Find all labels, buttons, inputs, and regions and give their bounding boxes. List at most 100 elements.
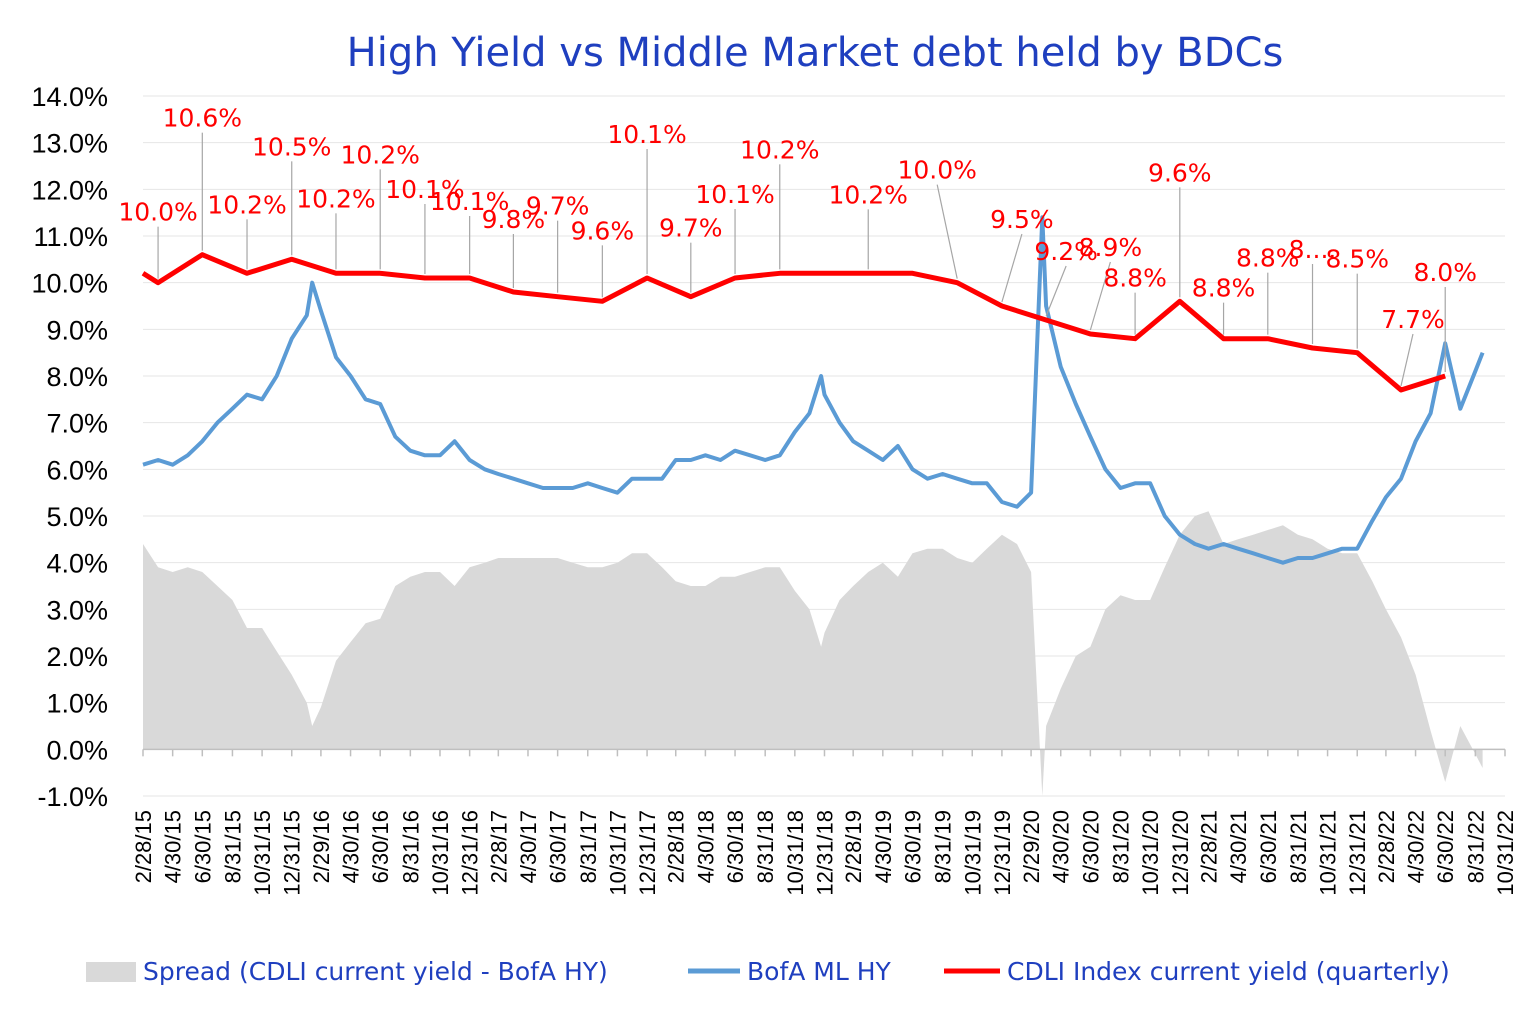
y-tick-label: 6.0% — [46, 455, 108, 485]
data-label: 10.0% — [897, 156, 976, 185]
data-label: 10.2% — [207, 190, 286, 219]
legend: Spread (CDLI current yield - BofA HY) Bo… — [86, 957, 1450, 986]
x-tick-label: 4/30/15 — [161, 810, 186, 883]
x-tick-label: 4/30/18 — [693, 810, 718, 883]
y-tick-label: 3.0% — [46, 595, 108, 625]
data-label: 8.8% — [1192, 274, 1256, 303]
x-tick-label: 4/30/22 — [1404, 810, 1429, 883]
x-tick-label: 10/31/22 — [1493, 810, 1518, 896]
x-tick-label: 12/31/17 — [635, 810, 660, 896]
y-axis-ticks: 14.0% 13.0% 12.0% 11.0% 10.0% 9.0% 8.0% 7.0% 6.0… — [31, 82, 108, 812]
x-tick-label: 6/30/20 — [1078, 810, 1103, 883]
data-labels: 10.0%10.6%10.2%10.5%10.2%10.2%10.1%10.1%… — [118, 104, 1477, 387]
x-tick-label: 4/30/20 — [1049, 810, 1074, 883]
x-tick-label: 2/28/18 — [664, 810, 689, 883]
x-tick-label: 2/28/19 — [841, 810, 866, 883]
data-label: 8.9% — [1079, 233, 1143, 262]
y-tick-label: 7.0% — [46, 409, 108, 439]
x-tick-label: 10/31/17 — [605, 810, 630, 896]
legend-swatch-spread — [86, 962, 136, 982]
x-tick-label: 8/31/15 — [220, 810, 245, 883]
data-label: 10.1% — [430, 187, 509, 216]
x-tick-label: 2/28/15 — [131, 810, 156, 883]
x-tick-label: 8/31/20 — [1109, 810, 1134, 883]
data-label: 10.6% — [163, 104, 242, 133]
x-tick-label: 10/31/16 — [428, 810, 453, 896]
data-label: 9.6% — [571, 216, 635, 245]
legend-label-spread: Spread (CDLI current yield - BofA HY) — [143, 957, 608, 986]
x-tick-label: 10/31/21 — [1316, 810, 1341, 896]
x-tick-label: 6/30/15 — [190, 810, 215, 883]
y-tick-label: 12.0% — [31, 175, 108, 205]
x-tick-label: 10/31/15 — [250, 810, 275, 896]
data-label: 8.0% — [1413, 258, 1477, 287]
spread-area — [143, 511, 1483, 796]
y-tick-label: 9.0% — [46, 315, 108, 345]
data-label-leader — [1045, 265, 1067, 317]
y-tick-label: 11.0% — [33, 222, 108, 252]
y-tick-label: 1.0% — [46, 689, 108, 719]
hy-line-layer — [142, 215, 1485, 565]
x-tick-label: 10/31/18 — [783, 810, 808, 896]
data-label-leader — [1089, 261, 1111, 331]
data-label: 9.7% — [526, 192, 590, 221]
x-tick-label: 8/31/16 — [398, 810, 423, 883]
data-label: 10.2% — [340, 140, 419, 169]
x-tick-label: 12/31/21 — [1345, 810, 1370, 896]
data-label: 10.2% — [296, 184, 375, 213]
y-tick-label: -1.0% — [37, 782, 108, 812]
y-tick-label: 2.0% — [46, 642, 108, 672]
data-label: 8.8% — [1236, 244, 1300, 273]
x-tick-label: 10/31/19 — [960, 810, 985, 896]
data-label: 10.5% — [252, 132, 331, 161]
data-label: 10.1% — [695, 180, 774, 209]
x-tick-label: 8/31/18 — [753, 810, 778, 883]
x-tick-label: 6/30/19 — [900, 810, 925, 883]
data-label: 10.2% — [829, 180, 908, 209]
x-tick-label: 4/30/21 — [1226, 810, 1251, 883]
x-tick-label: 12/31/19 — [990, 810, 1015, 896]
x-tick-label: 8/31/21 — [1286, 810, 1311, 883]
data-label: 10.2% — [740, 135, 819, 164]
data-label: 10.1% — [385, 175, 464, 204]
x-tick-label: 12/31/16 — [458, 810, 483, 896]
x-tick-label: 4/30/16 — [339, 810, 364, 883]
data-label: 9.7% — [659, 214, 723, 243]
x-tick-label: 4/30/17 — [516, 810, 541, 883]
y-tick-label: 14.0% — [31, 82, 108, 112]
data-label: 9.5% — [990, 205, 1054, 234]
x-tick-label: 8/31/22 — [1463, 810, 1488, 883]
y-tick-label: 8.0% — [46, 362, 108, 392]
y-tick-label: 10.0% — [31, 269, 108, 299]
data-label: 10.1% — [607, 120, 686, 149]
legend-label-cdli: CDLI Index current yield (quarterly) — [1007, 957, 1450, 986]
data-label-leader — [1400, 333, 1414, 387]
x-axis — [142, 748, 1506, 757]
x-tick-label: 2/28/17 — [486, 810, 511, 883]
cdli-line-layer — [141, 252, 1446, 393]
legend-label-hy: BofA ML HY — [747, 957, 892, 986]
data-label: 9.8% — [482, 205, 546, 234]
x-tick-label: 6/30/21 — [1256, 810, 1281, 883]
chart-title: High Yield vs Middle Market debt held by… — [347, 30, 1284, 76]
y-tick-label: 5.0% — [46, 502, 108, 532]
x-tick-label: 12/31/20 — [1168, 810, 1193, 896]
x-tick-label: 2/28/22 — [1374, 810, 1399, 883]
cdli-line — [141, 252, 1446, 393]
x-tick-label: 12/31/18 — [812, 810, 837, 896]
x-tick-label: 4/30/19 — [871, 810, 896, 883]
data-label: 8.... — [1289, 235, 1337, 264]
x-tick-label: 12/31/15 — [280, 810, 305, 896]
data-label: 8.5% — [1325, 245, 1389, 274]
data-label: 7.7% — [1381, 305, 1445, 334]
x-tick-label: 2/28/21 — [1196, 810, 1221, 883]
x-tick-label: 6/30/16 — [368, 810, 393, 883]
data-label: 9.2% — [1034, 237, 1098, 266]
x-tick-label: 2/29/20 — [1019, 810, 1044, 883]
data-label: 8.8% — [1103, 264, 1167, 293]
x-tick-label: 6/30/18 — [723, 810, 748, 883]
x-tick-label: 2/29/16 — [309, 810, 334, 883]
x-tick-label: 8/31/19 — [931, 810, 956, 883]
